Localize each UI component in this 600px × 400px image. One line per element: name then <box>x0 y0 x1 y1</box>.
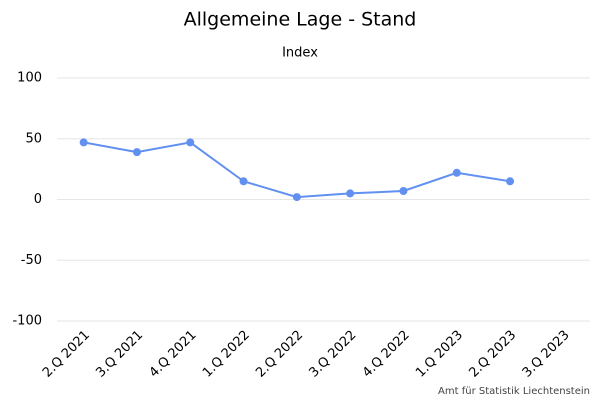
x-tick-label: 2.Q 2021 <box>40 328 93 381</box>
x-tick-label: 3.Q 2022 <box>307 328 360 381</box>
x-tick-label: 4.Q 2021 <box>147 328 200 381</box>
x-tick-label: 3.Q 2021 <box>93 328 146 381</box>
point <box>132 148 141 157</box>
point <box>79 138 88 147</box>
x-tick-label: 3.Q 2023 <box>520 328 573 381</box>
y-tick-label: 50 <box>25 131 42 146</box>
point <box>239 177 248 186</box>
point <box>399 186 408 195</box>
point <box>506 177 515 186</box>
chart-title: Allgemeine Lage - Stand <box>184 9 417 31</box>
point <box>292 193 301 202</box>
y-tick-label: 100 <box>17 71 42 86</box>
y-tick-label: 0 <box>34 192 42 207</box>
chart-subtitle: Index <box>282 46 318 61</box>
x-tick-label: 2.Q 2022 <box>253 328 306 381</box>
x-tick-label: 1.Q 2022 <box>200 328 253 381</box>
credit: Amt für Statistik Liechtenstein <box>438 386 590 397</box>
x-tick-label: 1.Q 2023 <box>413 328 466 381</box>
y-tick-label: -50 <box>21 253 42 268</box>
point <box>452 168 461 177</box>
y-tick-label: -100 <box>12 314 42 329</box>
x-tick-label: 4.Q 2022 <box>360 328 413 381</box>
line <box>83 141 511 199</box>
x-tick-label: 2.Q 2023 <box>466 328 519 381</box>
point <box>346 189 355 198</box>
point <box>186 138 195 147</box>
